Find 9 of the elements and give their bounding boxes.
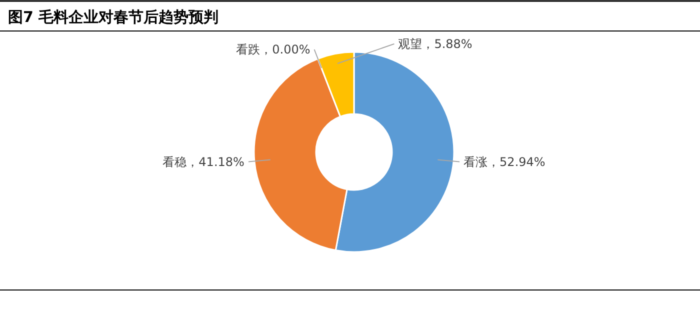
category-label: 看跌: [236, 42, 260, 56]
data-label: ，5.88%: [422, 36, 472, 51]
chart-title: 图7 毛料企业对春节后趋势预判: [8, 8, 219, 26]
slice-label: 看稳: [162, 154, 187, 169]
slice-label: 观望: [398, 36, 422, 51]
slice-label: 看涨: [464, 154, 488, 169]
data-label: ，41.18%: [186, 154, 244, 169]
data-label: ，52.94%: [488, 154, 546, 169]
text: ，0.00%: [260, 42, 310, 56]
